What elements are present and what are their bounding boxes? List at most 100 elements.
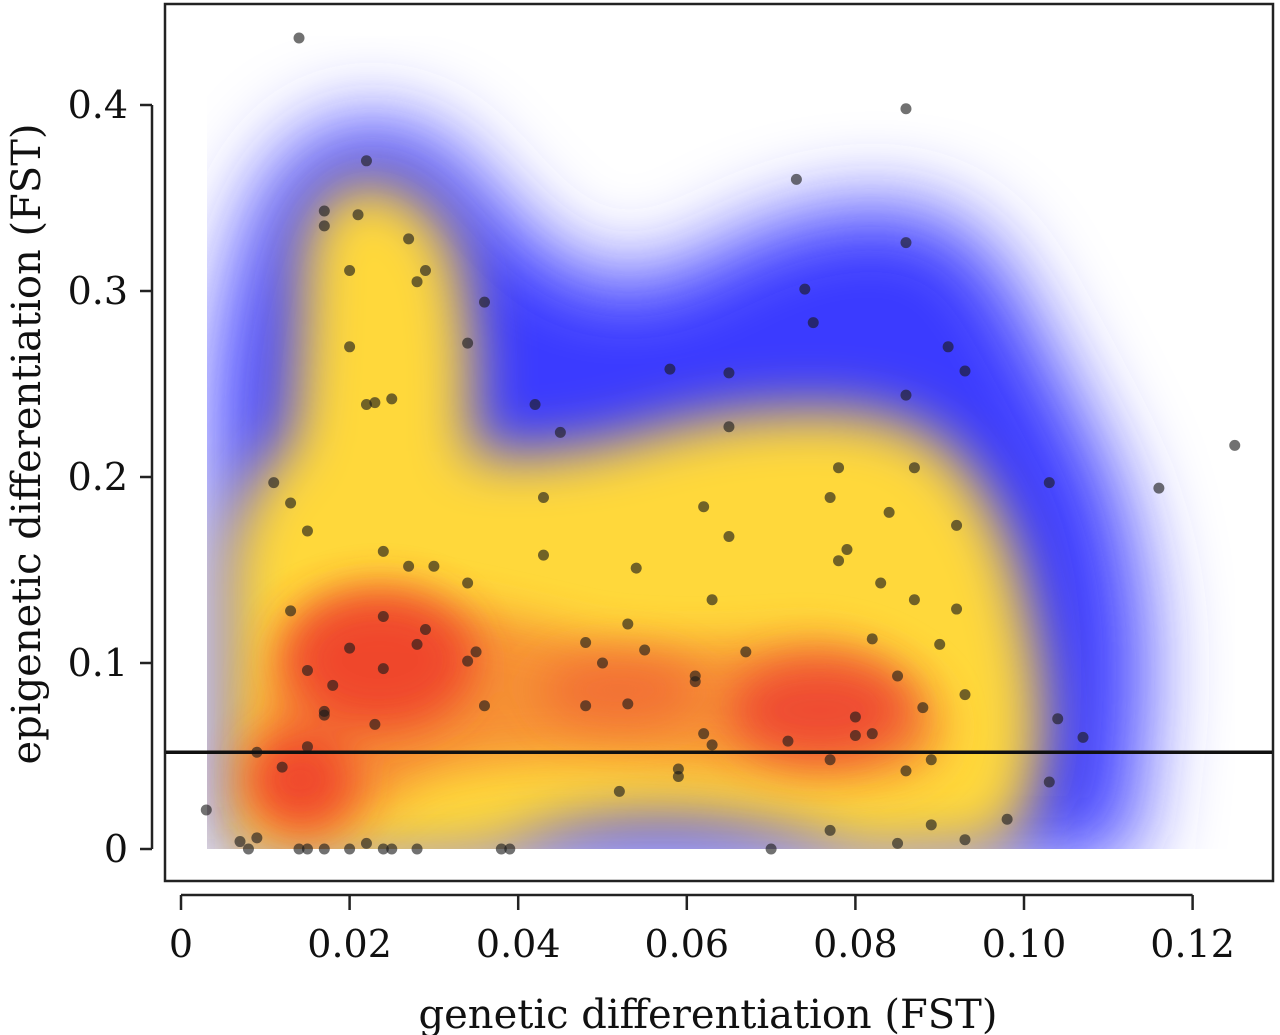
data-point [369,718,381,730]
data-point [318,709,330,721]
data-point [301,664,313,676]
data-point [285,497,297,509]
data-point [403,233,415,245]
data-point [959,834,971,846]
data-point [352,209,364,221]
data-point [318,220,330,232]
data-point [495,843,507,855]
data-point [900,389,912,401]
data-point [934,638,946,650]
data-point [723,421,735,433]
data-point [251,832,263,844]
data-point [554,426,566,438]
data-point [504,843,516,855]
data-point [369,397,381,409]
y-tick-label: 0.4 [68,83,128,127]
data-point [285,605,297,617]
data-point [301,741,313,753]
data-point [537,549,549,561]
data-point [908,462,920,474]
y-tick-label: 0.3 [68,269,128,313]
data-point [622,698,634,710]
scatter-points [200,32,1241,855]
data-point [411,638,423,650]
data-point [706,594,718,606]
data-point [672,770,684,782]
data-point [740,646,752,658]
data-point [866,728,878,740]
data-point [419,624,431,636]
data-point [268,477,280,489]
data-point [723,367,735,379]
data-point [925,819,937,831]
data-point [908,594,920,606]
data-point [344,265,356,277]
data-point [462,337,474,349]
y-axis-label: epigenetic differentiation (FST) [4,124,50,765]
data-point [892,670,904,682]
data-point [942,341,954,353]
data-point [1077,731,1089,743]
x-tick-label: 0.04 [476,922,561,966]
data-point [377,545,389,557]
data-point [1043,776,1055,788]
x-axis: 0 0.02 0.04 0.06 0.08 0.10 0.12 [169,893,1235,966]
data-point [597,657,608,669]
density-heatmap [207,36,1235,849]
data-point [580,700,592,712]
x-axis-label: genetic differentiation (FST) [419,992,998,1035]
data-point [1229,439,1241,451]
data-point [866,633,878,645]
data-point [360,837,372,849]
data-point [824,754,836,766]
data-point [386,393,398,405]
data-point [377,663,389,675]
data-point [698,501,710,513]
data-point [411,843,423,855]
data-point [875,577,887,589]
data-point [925,754,937,766]
data-point [478,296,490,308]
data-point [782,735,794,747]
data-point [892,837,904,849]
data-point [411,276,423,288]
data-point [478,700,490,712]
data-point [824,824,836,836]
data-point [462,577,474,589]
data-point [951,603,963,615]
x-tick-label: 0 [169,922,193,966]
x-tick-label: 0.12 [1150,922,1235,966]
data-point [706,739,718,751]
y-tick-label: 0.1 [68,641,128,685]
data-point [428,560,440,572]
x-tick-label: 0.08 [813,922,898,966]
data-point [580,637,592,649]
data-point [419,265,431,277]
data-point [470,646,482,658]
data-point [276,761,288,773]
data-point [900,237,912,249]
data-point [790,173,802,185]
data-point [234,836,246,848]
data-point [1001,813,1013,825]
data-point [360,398,372,410]
data-point [293,843,305,855]
data-point [841,544,853,556]
data-point [403,560,415,572]
data-point [301,843,313,855]
y-tick-label: 0.2 [68,455,128,499]
x-tick-label: 0.02 [307,922,392,966]
data-point [529,398,541,410]
x-tick-label: 0.10 [982,922,1067,966]
data-point [807,317,819,329]
data-point [639,644,651,656]
data-point [849,711,861,723]
data-point [344,341,356,353]
data-point [318,205,330,217]
data-point [900,765,912,777]
data-point [799,283,811,295]
data-point [622,618,634,630]
data-point [765,843,777,855]
data-point [689,676,701,688]
